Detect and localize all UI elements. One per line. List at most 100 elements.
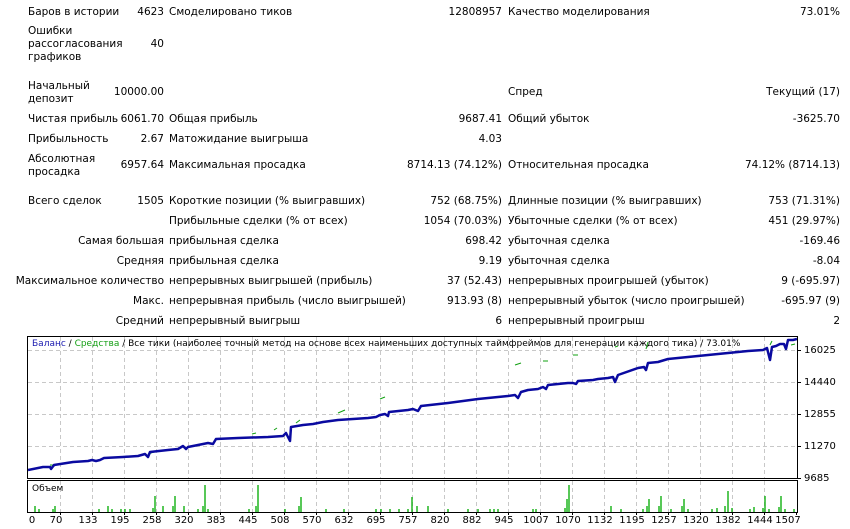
label-average-consecutive-wins: непрерывный выигрыш [169, 315, 301, 327]
label-max-count: Максимальное количество [15, 275, 164, 287]
value-bars-in-history: 4623 [137, 6, 164, 18]
x-tick-label: 570 [302, 515, 322, 526]
legend-balance[interactable]: Баланс [32, 339, 66, 349]
label-average-2: Средний [115, 315, 164, 327]
label-initial-deposit-2: депозит [28, 93, 74, 105]
x-tick-label: 1320 [683, 515, 709, 526]
value-average-profit-trade: 9.19 [478, 255, 502, 267]
label-total-trades: Всего сделок [28, 195, 102, 207]
value-average-loss-trade: -8.04 [812, 255, 840, 267]
label-mismatch-1: Ошибки [28, 25, 73, 37]
value-modeling-quality: 73.01% [799, 6, 840, 18]
label-largest-loss-trade: убыточная сделка [508, 235, 610, 247]
label-average: Средняя [116, 255, 164, 267]
value-profit-trades: 1054 (70.03%) [423, 215, 502, 227]
x-tick-label: 0 [28, 515, 36, 526]
volume-bars [34, 485, 795, 512]
label-mismatch-3: графиков [28, 51, 82, 63]
legend-separator: / [65, 339, 75, 349]
x-tick-label: 195 [110, 515, 130, 526]
value-loss-trades: 451 (29.97%) [768, 215, 840, 227]
balance-chart: Баланс / Средства / Все тики (наиболее т… [27, 336, 798, 479]
x-tick-label: 1257 [651, 515, 677, 526]
label-net-profit: Чистая прибыль [28, 113, 119, 125]
label-largest-profit-trade: прибыльная сделка [169, 235, 279, 247]
balance-chart-plot [28, 337, 797, 478]
y-tick-label: 16025 [804, 345, 836, 356]
x-tick-label: 632 [334, 515, 354, 526]
label-gross-loss: Общий убыток [508, 113, 590, 125]
x-tick-label: 1444 [747, 515, 773, 526]
x-tick-label: 133 [78, 515, 98, 526]
value-profit-factor: 2.67 [140, 133, 164, 145]
volume-label: Объем [32, 484, 64, 494]
value-modeled-ticks: 12808957 [448, 6, 502, 18]
x-tick-label: 320 [174, 515, 194, 526]
label-abs-drawdown-2: просадка [28, 166, 81, 178]
x-tick-label: 695 [366, 515, 386, 526]
value-consecutive-wins: 37 (52.43) [447, 275, 502, 287]
chart-grid [28, 337, 797, 478]
chart-title-rest: / Все тики (наиболее точный метод на осн… [119, 339, 741, 349]
x-tick-label: 820 [430, 515, 450, 526]
label-loss-trades: Убыточные сделки (% от всех) [508, 215, 678, 227]
x-tick-label: 383 [206, 515, 226, 526]
label-gross-profit: Общая прибыль [169, 113, 258, 125]
label-modeling-quality: Качество моделирования [508, 6, 650, 18]
label-modeled-ticks: Смоделировано тиков [169, 6, 293, 18]
label-mismatch-2: рассогласования [28, 38, 123, 50]
label-max-drawdown: Максимальная просадка [169, 159, 306, 171]
y-axis-ticks [797, 350, 801, 479]
x-tick-label: 1007 [523, 515, 549, 526]
y-tick-label: 9685 [804, 473, 830, 484]
label-long-positions: Длинные позиции (% выигравших) [508, 195, 702, 207]
x-tick-label: 1132 [587, 515, 613, 526]
chart-title: Баланс / Средства / Все тики (наиболее т… [32, 339, 740, 349]
value-gross-loss: -3625.70 [792, 113, 840, 125]
label-spread: Спред [508, 86, 543, 98]
x-tick-label: 1070 [555, 515, 581, 526]
value-gross-profit: 9687.41 [458, 113, 502, 125]
value-max-drawdown: 8714.13 (74.12%) [407, 159, 502, 171]
legend-equity[interactable]: Средства [74, 339, 120, 349]
value-consecutive-profit: 913.93 (8) [447, 295, 502, 307]
value-spread: Текущий (17) [766, 86, 840, 98]
volume-plot [34, 481, 795, 512]
value-consecutive-losses: 9 (-695.97) [781, 275, 840, 287]
value-largest-loss-trade: -169.46 [799, 235, 840, 247]
label-profit-factor: Прибыльность [28, 133, 109, 145]
x-tick-label: 1382 [715, 515, 741, 526]
label-rel-drawdown: Относительная просадка [508, 159, 649, 171]
label-average-consecutive-losses: непрерывный проигрыш [508, 315, 645, 327]
value-rel-drawdown: 74.12% (8714.13) [745, 159, 840, 171]
x-tick-label: 445 [238, 515, 258, 526]
label-consecutive-losses: непрерывных проигрышей (убыток) [508, 275, 709, 287]
y-tick-label: 12855 [804, 409, 836, 420]
value-net-profit: 6061.70 [120, 113, 164, 125]
y-tick-label: 11270 [804, 441, 836, 452]
label-average-loss-trade: убыточная сделка [508, 255, 610, 267]
x-tick-label: 508 [270, 515, 290, 526]
value-mismatch-errors: 40 [150, 38, 164, 50]
value-largest-profit-trade: 698.42 [465, 235, 502, 247]
label-abs-drawdown-1: Абсолютная [28, 153, 96, 165]
value-initial-deposit: 10000.00 [113, 86, 164, 98]
value-expected-payoff: 4.03 [478, 133, 502, 145]
label-average-profit-trade: прибыльная сделка [169, 255, 279, 267]
label-profit-trades: Прибыльные сделки (% от всех) [169, 215, 348, 227]
x-tick-label: 945 [494, 515, 514, 526]
x-tick-label: 258 [142, 515, 162, 526]
equity-line [50, 340, 796, 467]
label-consecutive-loss: непрерывный убыток (число проигрышей) [508, 295, 745, 307]
value-consecutive-loss: -695.97 (9) [781, 295, 840, 307]
label-max: Макс. [133, 295, 164, 307]
value-long-positions: 753 (71.31%) [768, 195, 840, 207]
value-abs-drawdown: 6957.64 [120, 159, 164, 171]
x-axis-ticks [60, 512, 797, 515]
label-expected-payoff: Матожидание выигрыша [169, 133, 309, 145]
x-tick-label: 882 [462, 515, 482, 526]
label-consecutive-wins: непрерывных выигрышей (прибыль) [169, 275, 373, 287]
x-tick-label: 1507 [775, 515, 801, 526]
label-short-positions: Короткие позиции (% выигравших) [169, 195, 366, 207]
balance-line [28, 337, 797, 472]
